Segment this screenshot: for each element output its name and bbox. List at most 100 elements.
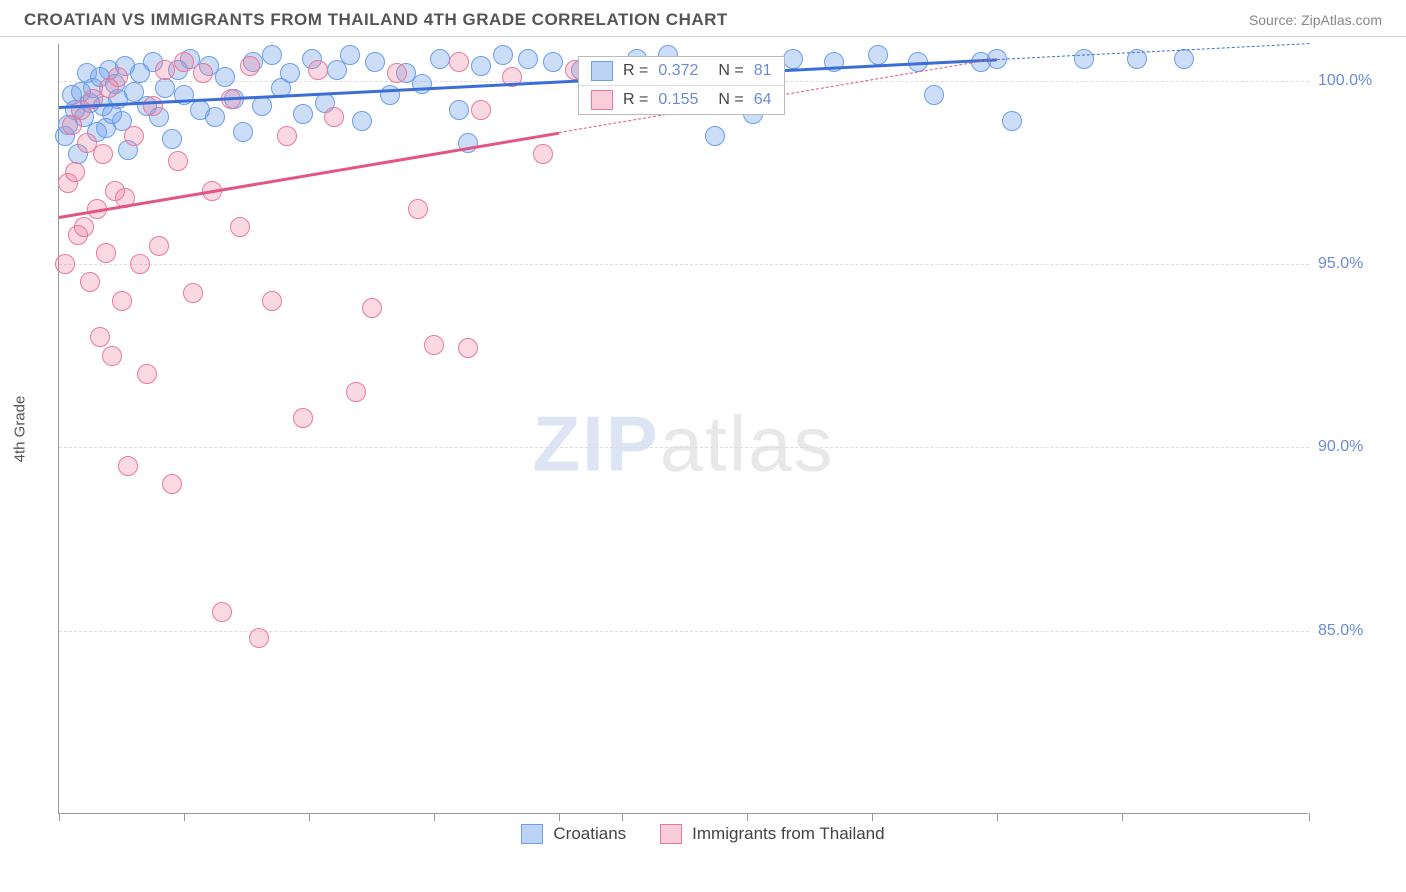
legend-swatch bbox=[521, 824, 543, 844]
stats-n-label: N = bbox=[718, 62, 743, 80]
data-point bbox=[233, 122, 253, 142]
chart-title: CROATIAN VS IMMIGRANTS FROM THAILAND 4TH… bbox=[24, 10, 728, 30]
data-point bbox=[340, 45, 360, 65]
data-point bbox=[102, 346, 122, 366]
chart-area: 4th Grade ZIPatlas R =0.372N =81R =0.155… bbox=[58, 44, 1368, 814]
gridline bbox=[59, 447, 1309, 448]
chart-header: CROATIAN VS IMMIGRANTS FROM THAILAND 4TH… bbox=[0, 0, 1406, 37]
data-point bbox=[362, 298, 382, 318]
data-point bbox=[112, 291, 132, 311]
legend-swatch bbox=[660, 824, 682, 844]
data-point bbox=[93, 144, 113, 164]
data-point bbox=[155, 78, 175, 98]
data-point bbox=[65, 162, 85, 182]
chart-source: Source: ZipAtlas.com bbox=[1249, 12, 1382, 28]
data-point bbox=[162, 474, 182, 494]
stats-legend-row: R = 0.155 N = 64 bbox=[579, 85, 784, 114]
data-point bbox=[449, 100, 469, 120]
data-point bbox=[130, 254, 150, 274]
watermark: ZIPatlas bbox=[532, 398, 834, 489]
stats-n-value: 81 bbox=[754, 62, 772, 80]
data-point bbox=[215, 67, 235, 87]
data-point bbox=[280, 63, 300, 83]
data-point bbox=[365, 52, 385, 72]
data-point bbox=[1174, 49, 1194, 69]
data-point bbox=[1002, 111, 1022, 131]
data-point bbox=[162, 129, 182, 149]
stats-r-value: 0.155 bbox=[658, 91, 698, 109]
data-point bbox=[183, 283, 203, 303]
legend-label: Croatians bbox=[553, 824, 626, 844]
data-point bbox=[174, 52, 194, 72]
data-point bbox=[324, 107, 344, 127]
data-point bbox=[471, 100, 491, 120]
stats-r-value: 0.372 bbox=[658, 62, 698, 80]
data-point bbox=[277, 126, 297, 146]
series-legend: Croatians Immigrants from Thailand bbox=[0, 824, 1406, 844]
x-tick bbox=[1122, 813, 1123, 821]
gridline bbox=[59, 264, 1309, 265]
watermark-zip: ZIP bbox=[532, 399, 659, 487]
x-tick bbox=[622, 813, 623, 821]
x-tick bbox=[559, 813, 560, 821]
data-point bbox=[924, 85, 944, 105]
x-tick bbox=[434, 813, 435, 821]
data-point bbox=[240, 56, 260, 76]
data-point bbox=[262, 45, 282, 65]
data-point bbox=[543, 52, 563, 72]
stats-r-label: R = bbox=[623, 91, 648, 109]
data-point bbox=[249, 628, 269, 648]
data-point bbox=[205, 107, 225, 127]
stats-n-label: N = bbox=[718, 91, 743, 109]
x-tick bbox=[184, 813, 185, 821]
data-point bbox=[430, 49, 450, 69]
x-tick bbox=[747, 813, 748, 821]
data-point bbox=[293, 408, 313, 428]
data-point bbox=[149, 236, 169, 256]
data-point bbox=[293, 104, 313, 124]
data-point bbox=[518, 49, 538, 69]
data-point bbox=[212, 602, 232, 622]
data-point bbox=[308, 60, 328, 80]
legend-swatch bbox=[591, 90, 613, 110]
data-point bbox=[80, 272, 100, 292]
data-point bbox=[449, 52, 469, 72]
data-point bbox=[108, 67, 128, 87]
stats-legend-row: R = 0.372 N = 81 bbox=[579, 57, 784, 85]
legend-item: Croatians bbox=[521, 824, 626, 844]
data-point bbox=[783, 49, 803, 69]
y-tick-label: 90.0% bbox=[1318, 438, 1363, 456]
y-tick-label: 95.0% bbox=[1318, 255, 1363, 273]
gridline bbox=[59, 631, 1309, 632]
data-point bbox=[412, 74, 432, 94]
stats-r-label: R = bbox=[623, 62, 648, 80]
legend-item: Immigrants from Thailand bbox=[660, 824, 884, 844]
y-tick-label: 100.0% bbox=[1318, 72, 1372, 90]
data-point bbox=[230, 217, 250, 237]
data-point bbox=[168, 151, 188, 171]
data-point bbox=[424, 335, 444, 355]
watermark-atlas: atlas bbox=[660, 399, 835, 487]
data-point bbox=[458, 338, 478, 358]
y-tick-label: 85.0% bbox=[1318, 622, 1363, 640]
data-point bbox=[252, 96, 272, 116]
data-point bbox=[387, 63, 407, 83]
data-point bbox=[408, 199, 428, 219]
stats-n-value: 64 bbox=[754, 91, 772, 109]
trend-line-projection bbox=[996, 43, 1309, 60]
x-tick bbox=[997, 813, 998, 821]
data-point bbox=[193, 63, 213, 83]
data-point bbox=[346, 382, 366, 402]
y-axis-label: 4th Grade bbox=[12, 396, 29, 463]
data-point bbox=[55, 254, 75, 274]
x-tick bbox=[1309, 813, 1310, 821]
data-point bbox=[1074, 49, 1094, 69]
data-point bbox=[155, 60, 175, 80]
data-point bbox=[868, 45, 888, 65]
x-tick bbox=[59, 813, 60, 821]
data-point bbox=[124, 126, 144, 146]
data-point bbox=[118, 456, 138, 476]
data-point bbox=[74, 217, 94, 237]
x-tick bbox=[872, 813, 873, 821]
legend-swatch bbox=[591, 61, 613, 81]
